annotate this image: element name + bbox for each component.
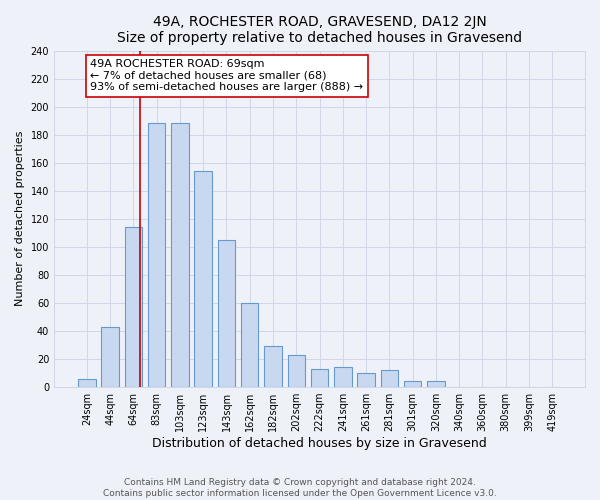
Bar xyxy=(311,369,328,387)
Bar xyxy=(264,346,282,387)
Bar xyxy=(241,303,259,387)
Bar xyxy=(78,378,95,387)
Bar xyxy=(358,373,375,387)
Text: Contains HM Land Registry data © Crown copyright and database right 2024.
Contai: Contains HM Land Registry data © Crown c… xyxy=(103,478,497,498)
Bar xyxy=(101,327,119,387)
Bar xyxy=(334,368,352,387)
Bar xyxy=(427,382,445,387)
Bar xyxy=(218,240,235,387)
Bar xyxy=(380,370,398,387)
Text: 49A ROCHESTER ROAD: 69sqm
← 7% of detached houses are smaller (68)
93% of semi-d: 49A ROCHESTER ROAD: 69sqm ← 7% of detach… xyxy=(91,59,364,92)
Bar xyxy=(404,382,421,387)
Title: 49A, ROCHESTER ROAD, GRAVESEND, DA12 2JN
Size of property relative to detached h: 49A, ROCHESTER ROAD, GRAVESEND, DA12 2JN… xyxy=(117,15,522,45)
Bar xyxy=(171,124,188,387)
Bar xyxy=(287,355,305,387)
Bar xyxy=(125,227,142,387)
X-axis label: Distribution of detached houses by size in Gravesend: Distribution of detached houses by size … xyxy=(152,437,487,450)
Bar xyxy=(194,171,212,387)
Y-axis label: Number of detached properties: Number of detached properties xyxy=(15,131,25,306)
Bar xyxy=(148,124,166,387)
